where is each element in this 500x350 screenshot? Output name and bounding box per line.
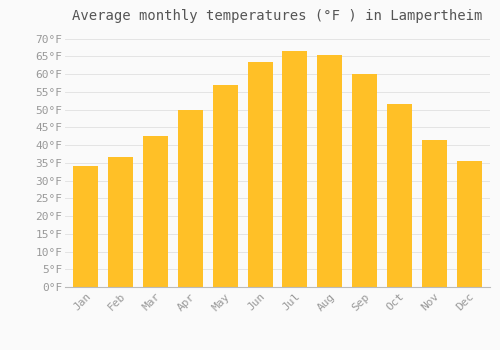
Bar <box>248 62 272 287</box>
Title: Average monthly temperatures (°F ) in Lampertheim: Average monthly temperatures (°F ) in La… <box>72 9 482 23</box>
Bar <box>178 110 203 287</box>
Bar <box>74 166 98 287</box>
Bar <box>282 51 308 287</box>
Bar <box>108 158 134 287</box>
Bar <box>387 104 412 287</box>
Bar <box>317 55 342 287</box>
Bar <box>422 140 447 287</box>
Bar <box>212 85 238 287</box>
Bar <box>143 136 168 287</box>
Bar <box>456 161 481 287</box>
Bar <box>352 74 377 287</box>
